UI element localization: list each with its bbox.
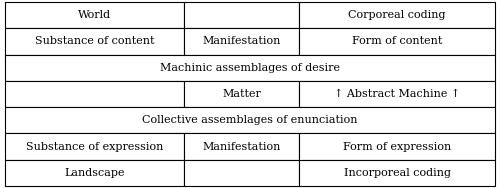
Bar (184, 81, 299, 107)
Text: Collective assemblages of enunciation: Collective assemblages of enunciation (142, 115, 358, 125)
Bar (5, 107, 495, 133)
Bar (5, 133, 184, 160)
Text: Substance of content: Substance of content (34, 36, 154, 46)
Bar (299, 2, 495, 28)
Text: Form of expression: Form of expression (343, 142, 451, 152)
Bar (299, 81, 495, 107)
Text: Form of content: Form of content (352, 36, 442, 46)
Bar (184, 28, 299, 55)
Bar (299, 160, 495, 186)
Bar (299, 28, 495, 55)
Text: Machinic assemblages of desire: Machinic assemblages of desire (160, 63, 340, 73)
Bar (184, 160, 299, 186)
Text: World: World (78, 10, 111, 20)
Text: Manifestation: Manifestation (202, 36, 280, 46)
Bar (299, 133, 495, 160)
Bar (5, 55, 495, 81)
Bar (5, 81, 184, 107)
Text: Corporeal coding: Corporeal coding (348, 10, 446, 20)
Text: ↑ Abstract Machine ↑: ↑ Abstract Machine ↑ (334, 89, 460, 99)
Text: Incorporeal coding: Incorporeal coding (344, 168, 450, 178)
Bar (184, 2, 299, 28)
Bar (184, 133, 299, 160)
Text: Substance of expression: Substance of expression (26, 142, 163, 152)
Text: Matter: Matter (222, 89, 261, 99)
Bar (5, 2, 184, 28)
Bar (5, 28, 184, 55)
Text: Landscape: Landscape (64, 168, 124, 178)
Text: Manifestation: Manifestation (202, 142, 280, 152)
Bar (5, 160, 184, 186)
